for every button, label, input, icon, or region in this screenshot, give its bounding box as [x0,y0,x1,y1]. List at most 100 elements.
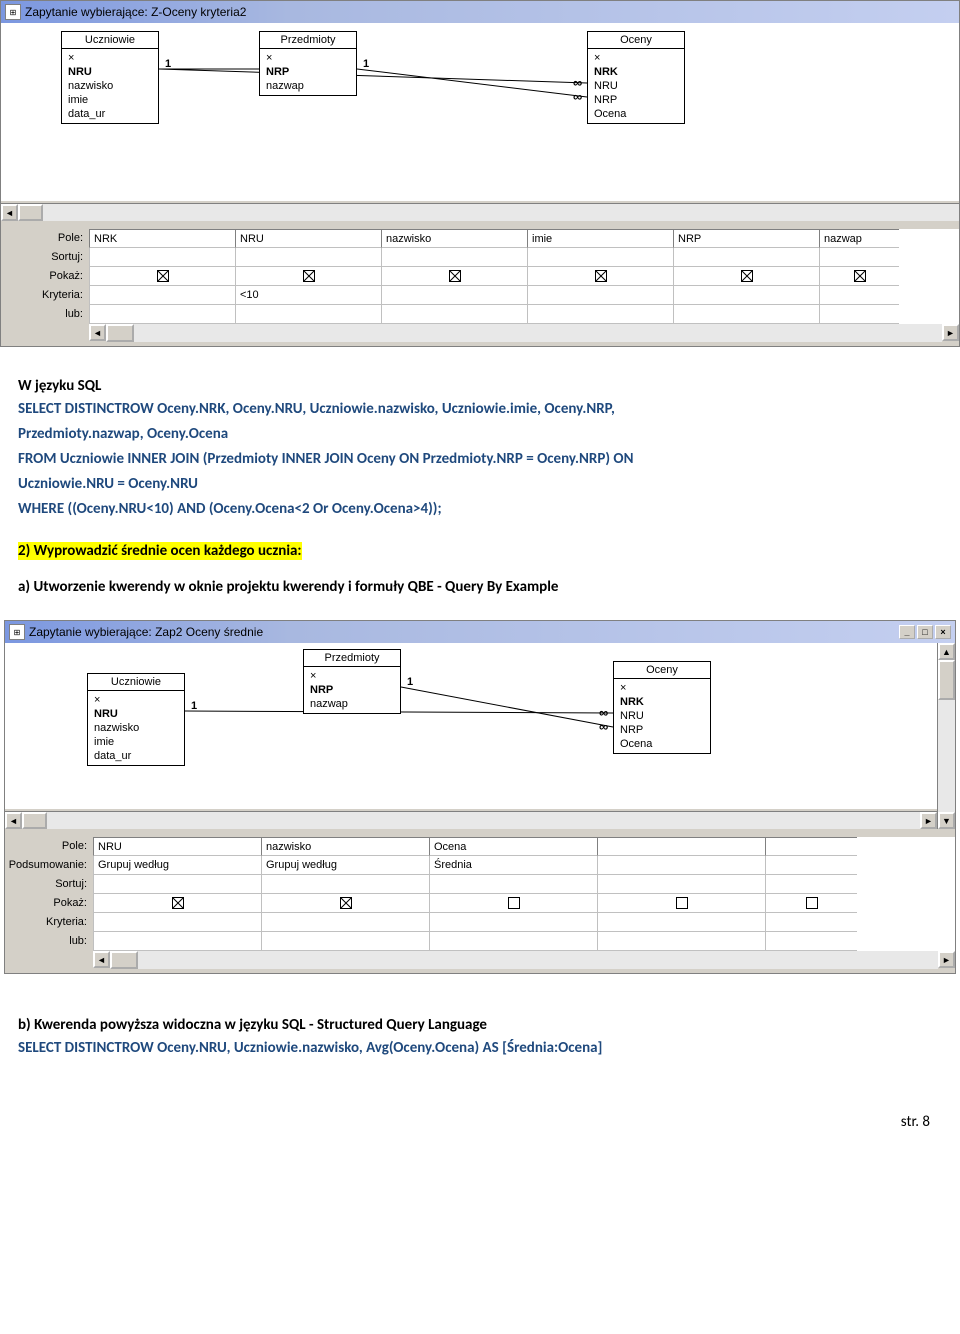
grid-cell[interactable]: NRU [93,837,261,856]
table-box[interactable]: Uczniowie×NRUnazwiskoimiedata_ur [87,673,185,766]
scroll-right-icon[interactable]: ► [942,324,959,341]
table-field[interactable]: data_ur [92,749,180,763]
grid-cell[interactable] [381,267,527,286]
table-field[interactable]: NRK [618,695,706,709]
design-surface-1[interactable]: 1∞1∞Uczniowie×NRUnazwiskoimiedata_urPrze… [1,23,959,203]
grid-cell[interactable] [527,248,673,267]
hscroll-design-2[interactable]: ◄ ► [5,811,937,829]
scroll-right-icon[interactable]: ► [938,951,955,968]
show-checkbox[interactable] [741,270,753,282]
table-box[interactable]: Oceny×NRKNRUNRPOcena [613,661,711,754]
table-field[interactable]: × [92,693,180,707]
grid-cell[interactable]: NRP [673,229,819,248]
grid-cell[interactable] [93,913,261,932]
grid-cell[interactable] [673,305,819,324]
grid-cell[interactable] [261,913,429,932]
show-checkbox[interactable] [854,270,866,282]
table-field[interactable]: nazwap [264,79,352,93]
grid-cell[interactable]: NRU [235,229,381,248]
table-field[interactable]: NRP [592,93,680,107]
vscroll-design-2[interactable]: ▲ ▼ [937,643,955,829]
scroll-right-icon[interactable]: ► [920,812,937,829]
grid-cell[interactable] [429,913,597,932]
table-field[interactable]: × [66,51,154,65]
scroll-left-icon[interactable]: ◄ [93,951,110,968]
show-checkbox[interactable] [340,897,352,909]
grid-cell[interactable]: Średnia [429,856,597,875]
grid-cell[interactable]: nazwap [819,229,899,248]
table-field[interactable]: NRU [592,79,680,93]
minimize-button[interactable]: _ [899,625,915,639]
show-checkbox[interactable] [595,270,607,282]
grid-cell[interactable]: Grupuj według [261,856,429,875]
scroll-up-icon[interactable]: ▲ [938,643,955,660]
scroll-left-icon[interactable]: ◄ [5,812,22,829]
table-field[interactable]: imie [92,735,180,749]
scroll-left-icon[interactable]: ◄ [1,204,18,221]
table-field[interactable]: imie [66,93,154,107]
design-surface-2[interactable]: 1∞1∞Uczniowie×NRUnazwiskoimiedata_urPrze… [5,643,937,811]
grid-cell[interactable]: imie [527,229,673,248]
table-field[interactable]: nazwap [308,697,396,711]
grid-cell[interactable] [429,894,597,913]
table-field[interactable]: NRU [92,707,180,721]
grid-cell[interactable] [93,932,261,951]
titlebar-2[interactable]: ⊞ Zapytanie wybierające: Zap2 Oceny śred… [5,621,955,643]
table-field[interactable]: NRP [618,723,706,737]
grid-cell[interactable] [381,286,527,305]
grid-cell[interactable] [89,286,235,305]
grid-cell[interactable] [261,894,429,913]
hscroll-design-1[interactable]: ◄ [1,203,959,221]
grid-cell[interactable] [597,913,765,932]
grid-cell[interactable]: Grupuj według [93,856,261,875]
grid-cell[interactable] [673,267,819,286]
grid-cell[interactable] [527,305,673,324]
table-box[interactable]: Uczniowie×NRUnazwiskoimiedata_ur [61,31,159,124]
table-field[interactable]: NRU [618,709,706,723]
hscroll-grid[interactable]: ◄► [93,951,955,969]
table-field[interactable]: data_ur [66,107,154,121]
table-field[interactable]: NRU [66,65,154,79]
grid-cell[interactable] [89,248,235,267]
grid-cell[interactable] [597,875,765,894]
table-box[interactable]: Oceny×NRKNRUNRPOcena [587,31,685,124]
grid-cell[interactable] [381,248,527,267]
grid-cell[interactable] [673,248,819,267]
grid-cell[interactable] [261,932,429,951]
grid-cell[interactable] [765,856,857,875]
table-field[interactable]: NRP [264,65,352,79]
grid-cell[interactable] [429,932,597,951]
grid-cell[interactable] [527,286,673,305]
close-button[interactable]: × [935,625,951,639]
maximize-button[interactable]: □ [917,625,933,639]
grid-cell[interactable] [765,894,857,913]
table-field[interactable]: nazwisko [92,721,180,735]
grid-cell[interactable] [235,305,381,324]
scroll-down-icon[interactable]: ▼ [938,812,955,829]
show-checkbox[interactable] [157,270,169,282]
grid-cell[interactable] [819,286,899,305]
grid-cell[interactable]: <10 [235,286,381,305]
hscroll-grid[interactable]: ◄► [89,324,959,342]
show-checkbox[interactable] [806,897,818,909]
grid-cell[interactable] [765,913,857,932]
grid-cell[interactable] [673,286,819,305]
show-checkbox[interactable] [172,897,184,909]
grid-cell[interactable] [89,267,235,286]
show-checkbox[interactable] [676,897,688,909]
grid-cell[interactable] [93,894,261,913]
scroll-left-icon[interactable]: ◄ [89,324,106,341]
table-box[interactable]: Przedmioty×NRPnazwap [303,649,401,714]
grid-cell[interactable]: Ocena [429,837,597,856]
grid-cell[interactable] [765,932,857,951]
grid-cell[interactable] [235,248,381,267]
table-field[interactable]: × [592,51,680,65]
table-field[interactable]: NRP [308,683,396,697]
grid-cell[interactable] [819,248,899,267]
grid-cell[interactable] [819,267,899,286]
show-checkbox[interactable] [508,897,520,909]
show-checkbox[interactable] [303,270,315,282]
grid-cell[interactable] [429,875,597,894]
grid-cell[interactable] [381,305,527,324]
table-box[interactable]: Przedmioty×NRPnazwap [259,31,357,96]
